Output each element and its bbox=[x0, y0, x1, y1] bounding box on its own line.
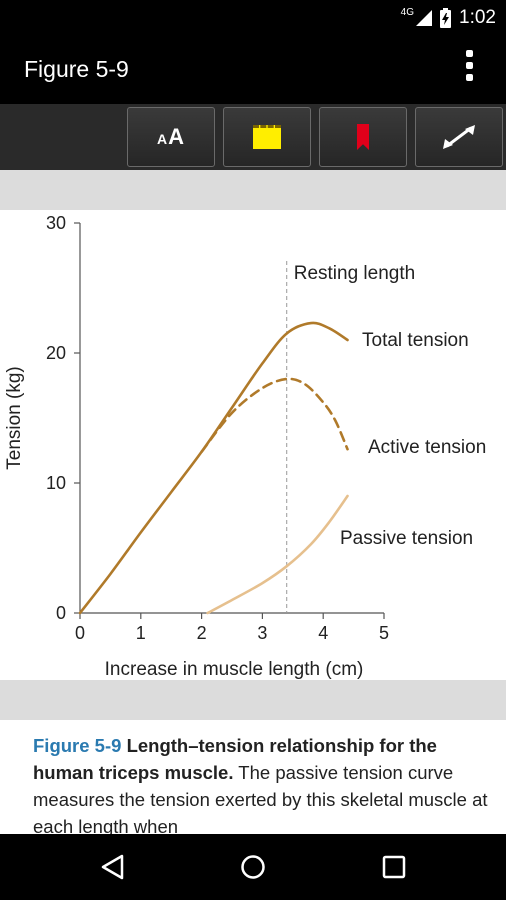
passive-tension-curve bbox=[206, 494, 349, 615]
x-tick-label: 1 bbox=[136, 623, 146, 643]
x-tick-label: 5 bbox=[379, 623, 389, 643]
caption-body: The passive tension curve measures the t… bbox=[33, 762, 488, 837]
text-size-button[interactable]: AA bbox=[127, 107, 215, 167]
navigation-bar bbox=[0, 834, 506, 900]
status-bar: 4G 1:02 bbox=[0, 0, 506, 36]
page-title: Figure 5-9 bbox=[24, 56, 129, 82]
text-size-icon: AA bbox=[156, 124, 185, 149]
status-icons: 4G 1:02 bbox=[401, 0, 496, 36]
x-axis-label: Increase in muscle length (cm) bbox=[105, 659, 364, 680]
length-tension-chart: 0 1 2 3 4 5 0 10 20 30 Increase in muscle length … bbox=[4, 213, 486, 680]
active-tension-label: Active tension bbox=[368, 437, 486, 458]
active-tension-curve bbox=[200, 377, 349, 454]
y-tick-label: 20 bbox=[46, 343, 66, 363]
total-tension-curve bbox=[78, 321, 349, 615]
x-tick-label: 2 bbox=[197, 623, 207, 643]
x-tick-label: 3 bbox=[257, 623, 267, 643]
battery-charging-icon bbox=[440, 8, 452, 28]
caption-title: Length–tension relationship for the huma… bbox=[33, 735, 437, 783]
note-button[interactable] bbox=[223, 107, 311, 167]
app-bar: Figure 5-9 bbox=[0, 36, 506, 104]
figure-top-band bbox=[0, 170, 506, 210]
signal-icon bbox=[416, 10, 433, 26]
figure-bottom-band bbox=[0, 680, 506, 720]
y-tick-label: 0 bbox=[56, 603, 66, 623]
note-icon bbox=[253, 125, 281, 149]
fullscreen-icon bbox=[443, 125, 475, 149]
bookmark-button[interactable] bbox=[319, 107, 407, 167]
network-type: 4G bbox=[400, 6, 415, 18]
figure-chart: 0 1 2 3 4 5 0 10 20 30 Increase in muscle length … bbox=[0, 210, 506, 680]
overflow-menu-icon[interactable] bbox=[462, 50, 476, 90]
toolbar: AA bbox=[0, 104, 506, 170]
y-axis-label: Tension (kg) bbox=[4, 366, 25, 470]
figure-caption: Figure 5-9 Length–tension relationship f… bbox=[33, 732, 493, 840]
clock: 1:02 bbox=[459, 7, 496, 28]
y-tick-label: 30 bbox=[46, 213, 66, 233]
recents-icon[interactable] bbox=[382, 855, 406, 879]
caption-figure-number: Figure 5-9 bbox=[33, 735, 122, 756]
passive-tension-label: Passive tension bbox=[340, 528, 473, 549]
x-tick-label: 0 bbox=[75, 623, 85, 643]
resting-length-label: Resting length bbox=[294, 263, 415, 284]
total-tension-label: Total tension bbox=[362, 330, 469, 351]
home-icon[interactable] bbox=[240, 854, 266, 880]
bookmark-icon bbox=[357, 124, 369, 150]
fullscreen-button[interactable] bbox=[415, 107, 503, 167]
x-tick-label: 4 bbox=[318, 623, 328, 643]
y-tick-label: 10 bbox=[46, 473, 66, 493]
back-icon[interactable] bbox=[100, 854, 126, 880]
